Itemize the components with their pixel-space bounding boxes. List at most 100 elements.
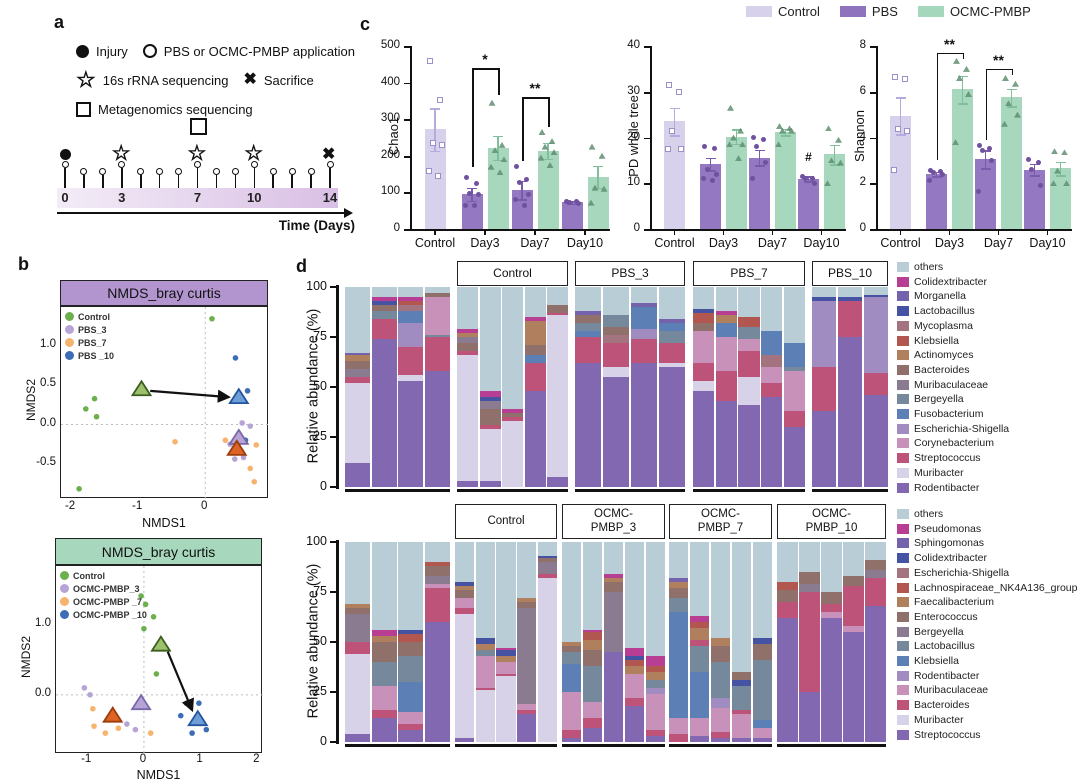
centroid-triangle	[228, 387, 250, 405]
bar-segment	[371, 305, 397, 311]
bar-segment	[645, 688, 665, 694]
bar-segment	[783, 367, 805, 371]
bar-segment	[502, 287, 523, 409]
x-tick	[534, 231, 536, 235]
timeline-node	[137, 168, 145, 175]
panel-a-label: a	[54, 12, 65, 32]
bar-segment	[689, 736, 710, 742]
bar-segment	[731, 542, 752, 672]
bar-segment	[398, 642, 424, 656]
bar-segment	[371, 636, 397, 642]
bar-segment	[602, 377, 630, 487]
taxa-legend-label: Rodentibacter	[914, 481, 980, 494]
bar-segment	[345, 287, 371, 353]
y-tick	[330, 541, 336, 543]
scatter-point	[203, 726, 210, 733]
bar-segment	[479, 397, 501, 401]
taxa-legend-swatch	[897, 335, 909, 346]
bar-segment	[547, 287, 568, 305]
taxa-legend-row: Sphingomonas	[897, 537, 984, 549]
taxa-legend-swatch	[897, 509, 909, 519]
bar-segment	[424, 293, 450, 297]
legend-label: Control	[778, 4, 820, 19]
bar-segment	[537, 558, 557, 562]
bar-segment	[475, 656, 495, 688]
scatter-point	[247, 465, 254, 472]
bar-segment	[761, 367, 783, 383]
error-bar-cap	[1029, 175, 1040, 177]
taxa-legend-row: Muribaculaceae	[897, 684, 988, 696]
sacrifice-cross-icon: ✖	[322, 146, 336, 163]
bar-segment	[475, 644, 495, 650]
y-tick-label: 200	[380, 148, 400, 161]
bar-segment	[345, 369, 371, 377]
bar-segment	[562, 738, 582, 742]
legend-label: PBS	[871, 4, 898, 19]
scatter-point	[196, 700, 202, 706]
legend-label: 16s rRNA sequencing	[102, 72, 229, 88]
x-tick	[722, 231, 725, 235]
bar-segment	[562, 692, 582, 730]
bar-segment	[669, 582, 689, 588]
taxa-legend-label: Klebsiella	[914, 334, 959, 347]
taxa-legend-label: Colidextribacter	[914, 552, 987, 565]
transition-arrow	[150, 389, 231, 403]
x-axis-line	[410, 229, 610, 231]
y-tick-label: 300	[380, 112, 400, 125]
y-tick-label: -0.5	[36, 455, 56, 468]
taxa-legend-label: Muribacter	[914, 466, 964, 479]
bar-segment	[843, 632, 864, 742]
taxa-legend-swatch	[897, 582, 909, 593]
sig-label: **	[993, 51, 1004, 68]
bar-segment	[738, 405, 760, 487]
taxa-legend-label: others	[914, 508, 944, 520]
bar-segment	[398, 542, 424, 630]
data-point-triangle	[550, 149, 558, 156]
y-tick-label: 100	[306, 279, 327, 293]
group-header-label: OCMC- PMBP_10	[805, 507, 858, 534]
error-bar-cap	[895, 134, 906, 136]
bar-segment	[645, 656, 665, 666]
timeline-stem	[83, 175, 85, 188]
bar-segment	[669, 612, 689, 718]
bar-segment	[837, 337, 863, 487]
error-bar-line	[497, 135, 499, 160]
group-baseline	[693, 489, 805, 492]
x-tick-label: 2	[253, 753, 260, 765]
bar-segment	[371, 542, 397, 630]
bar-segment	[345, 361, 371, 369]
bar-segment	[863, 297, 888, 373]
bar-segment	[624, 660, 645, 666]
error-bar-cap	[1006, 106, 1017, 108]
legend-item: PBS	[839, 4, 898, 19]
bar-segment	[630, 307, 658, 329]
bar-segment	[865, 578, 886, 606]
open-square-icon	[76, 101, 91, 117]
bar-segment	[777, 590, 798, 602]
timeline-node	[307, 168, 315, 175]
y-tick-label: 1.0	[35, 617, 51, 630]
bar-segment	[496, 662, 516, 674]
bar-segment	[738, 351, 760, 377]
bar-segment	[669, 734, 689, 742]
bar-segment	[371, 630, 397, 636]
scatter-point	[251, 478, 258, 485]
bar-segment	[479, 287, 501, 391]
bar-segment	[777, 618, 798, 742]
bar-segment	[455, 738, 475, 742]
bar-segment	[630, 329, 658, 339]
taxa-legend-swatch	[897, 350, 909, 361]
bar-segment	[371, 287, 397, 297]
bar-segment	[602, 367, 630, 377]
taxa-legend-label: Faecalibacterium	[914, 596, 994, 609]
bar-segment	[562, 664, 582, 692]
x-tick	[899, 231, 902, 235]
bar-segment	[398, 730, 424, 742]
bar-segment	[821, 592, 842, 604]
filled-circle-icon	[76, 44, 89, 58]
data-point-triangle	[500, 156, 508, 163]
data-point-circle	[705, 167, 710, 173]
bar-segment	[710, 542, 731, 638]
data-point-triangle	[786, 125, 793, 132]
bar-segment	[658, 331, 685, 343]
